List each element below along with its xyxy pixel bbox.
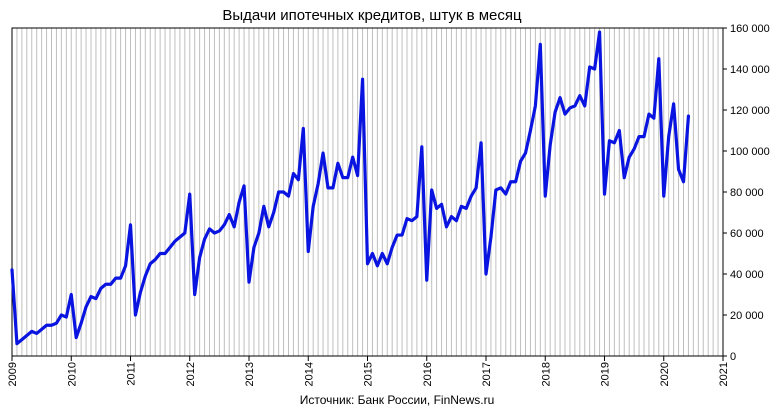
x-tick-label: 2014	[303, 362, 315, 386]
x-tick-label: 2019	[600, 362, 612, 386]
series-line-mortgage-issuances	[10, 30, 691, 346]
x-tick-label: 2010	[66, 362, 78, 386]
chart-grid	[16, 28, 719, 356]
x-tick-label: 2009	[7, 362, 19, 386]
x-tick-label: 2012	[185, 362, 197, 386]
x-tick-label: 2020	[659, 362, 671, 386]
y-axis: 0 20 000 40 000 60 000 80 000 100 000 120 000 1…	[723, 23, 770, 363]
x-axis: 2009 2010 2011 2012 2013 2014 2015 2016 2017 2018…	[7, 356, 730, 386]
x-tick-label: 2015	[363, 362, 375, 386]
x-tick-label: 2018	[540, 362, 552, 386]
x-tick-label: 2013	[244, 362, 256, 386]
y-tick-label: 80 000	[730, 187, 764, 199]
y-tick-label: 140 000	[730, 64, 770, 76]
y-tick-label: 60 000	[730, 228, 764, 240]
x-tick-label: 2016	[422, 362, 434, 386]
y-tick-label: 0	[730, 351, 736, 363]
x-tick-label: 2011	[126, 362, 138, 386]
y-tick-label: 120 000	[730, 105, 770, 117]
y-tick-label: 40 000	[730, 269, 764, 281]
y-tick-label: 160 000	[730, 23, 770, 35]
chart-title: Выдачи ипотечных кредитов, штук в месяц	[222, 7, 522, 24]
y-tick-label: 20 000	[730, 310, 764, 322]
y-tick-label: 100 000	[730, 146, 770, 158]
x-tick-label: 2017	[481, 362, 493, 386]
x-tick-label: 2021	[718, 362, 730, 386]
source-note: Источник: Банк России, FinNews.ru	[300, 393, 495, 407]
